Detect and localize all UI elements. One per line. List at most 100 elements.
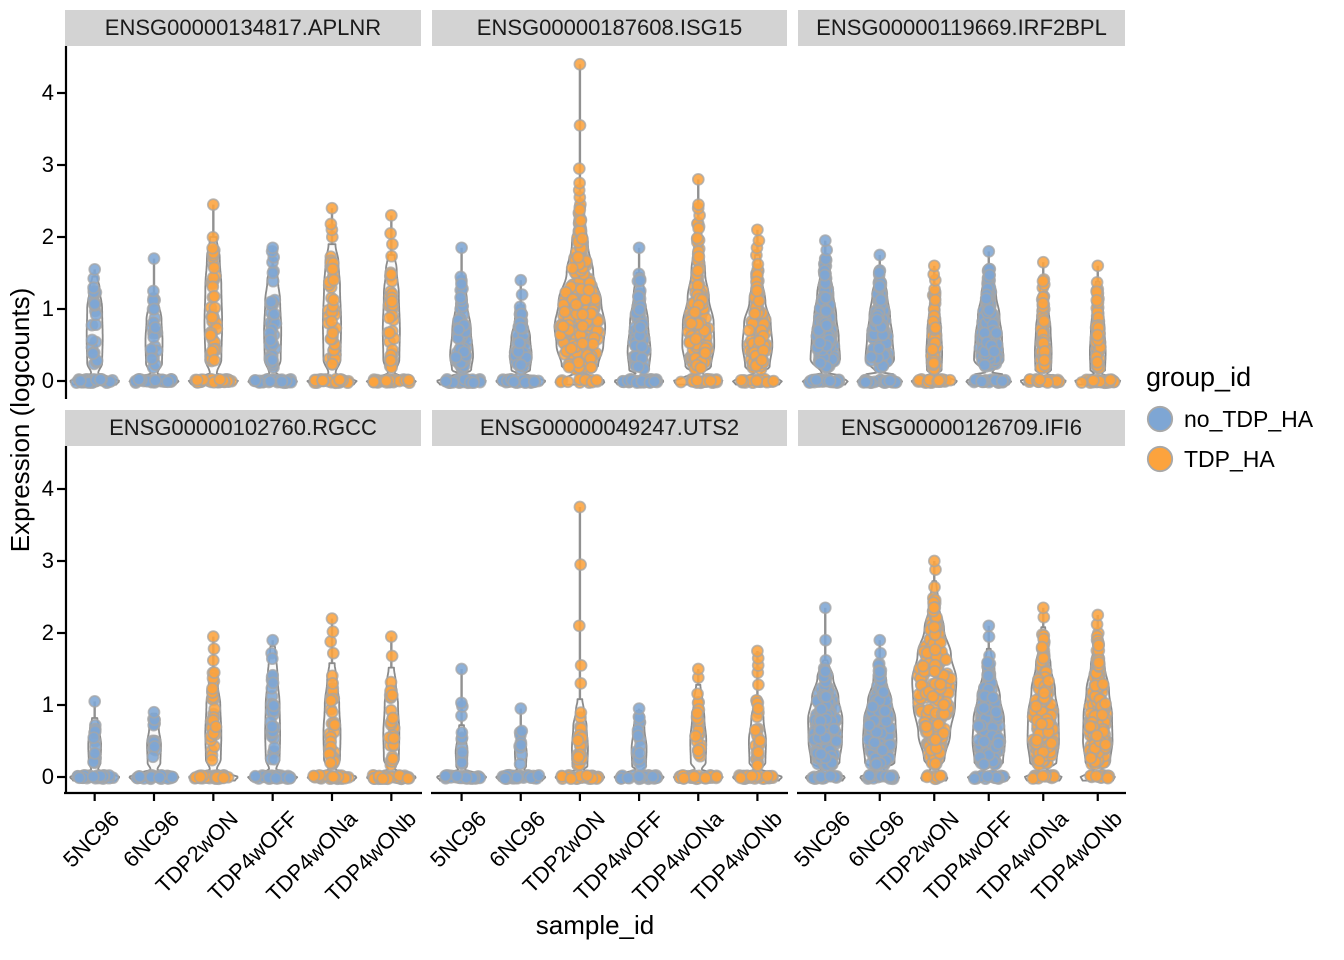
jitter-point (1101, 771, 1115, 785)
jitter-point (929, 733, 942, 747)
jitter-point (87, 281, 100, 295)
jitter-point (327, 293, 341, 307)
jitter-point (819, 664, 832, 678)
jitter-point (450, 769, 464, 783)
jitter-point (1087, 374, 1100, 387)
jitter-point (206, 241, 219, 255)
jitter-point (982, 619, 996, 633)
jitter-point (149, 374, 162, 387)
jitter-point (248, 374, 262, 387)
jitter-point (574, 214, 588, 228)
facet-panel (804, 554, 1116, 786)
jitter-point (863, 769, 876, 782)
jitter-point (819, 690, 833, 704)
jitter-point (927, 620, 941, 634)
jitter-point (455, 277, 468, 291)
jitter-point (1099, 697, 1112, 710)
x-tick-label: 5NC96 (425, 806, 492, 873)
jitter-point (401, 772, 415, 785)
jitter-point (558, 305, 572, 319)
jitter-point (515, 288, 529, 301)
jitter-point (72, 771, 86, 785)
jitter-point (532, 769, 546, 782)
jitter-point (704, 374, 717, 388)
jitter-point (590, 373, 604, 387)
legend: group_id no_TDP_HA TDP_HA (1142, 362, 1342, 473)
jitter-point (265, 652, 279, 666)
jitter-point (927, 601, 941, 615)
jitter-point (572, 162, 586, 175)
jitter-point (927, 259, 941, 273)
facet-title: ENSG00000134817.APLNR (104, 15, 382, 40)
jitter-point (1042, 674, 1055, 688)
legend-swatch-no-tdp-ha (1146, 405, 1174, 433)
jitter-point (760, 769, 774, 783)
jitter-point (379, 374, 393, 388)
jitter-point (207, 290, 221, 303)
jitter-point (689, 332, 703, 346)
jitter-point (385, 688, 399, 702)
jitter-point (823, 374, 837, 388)
jitter-point (455, 241, 468, 255)
jitter-point (264, 333, 277, 347)
y-tick-label: 1 (41, 296, 54, 321)
jitter-point (514, 273, 528, 287)
facet-strip-rgcc: ENSG00000102760.RGCC (65, 410, 421, 446)
jitter-point (992, 737, 1005, 750)
jitter-point (1075, 376, 1089, 389)
facet-panel (436, 500, 783, 786)
jitter-point (967, 772, 981, 785)
jitter-point (384, 268, 398, 281)
jitter-point (691, 264, 705, 277)
jitter-point (1091, 328, 1104, 342)
jitter-point (507, 375, 521, 389)
jitter-point (161, 375, 175, 389)
jitter-point (919, 720, 933, 733)
facet-title: ENSG00000119669.IRF2BPL (816, 15, 1107, 40)
jitter-point (512, 336, 526, 350)
y-tick-label: 3 (41, 548, 54, 573)
jitter-point (382, 311, 396, 325)
facet-title: ENSG00000049247.UTS2 (479, 415, 740, 440)
jitter-point (147, 252, 161, 265)
facet-title: ENSG00000102760.RGCC (109, 415, 377, 440)
jitter-point (1038, 353, 1051, 367)
jitter-point (207, 666, 221, 679)
jitter-point (467, 376, 480, 390)
y-tick-label: 2 (41, 224, 54, 249)
jitter-point (326, 677, 340, 690)
jitter-point (734, 373, 748, 387)
jitter-point (586, 337, 600, 351)
jitter-point (631, 360, 645, 373)
jitter-point (634, 320, 647, 334)
jitter-point (689, 729, 702, 743)
jitter-point (810, 373, 823, 387)
jitter-point (324, 756, 337, 770)
jitter-point (928, 293, 942, 307)
jitter-point (573, 203, 587, 217)
jitter-point (877, 685, 890, 699)
jitter-point (1035, 717, 1048, 731)
jitter-point (325, 201, 339, 215)
jitter-point (326, 625, 340, 638)
jitter-point (987, 345, 1001, 358)
jitter-point (324, 217, 338, 231)
jitter-point (384, 354, 398, 367)
jitter-point (1037, 314, 1051, 328)
jitter-point (515, 724, 529, 738)
jitter-point (1037, 651, 1050, 665)
jitter-point (1083, 720, 1097, 733)
jitter-point (929, 757, 942, 770)
jitter-point (514, 321, 528, 335)
jitter-point (326, 262, 340, 276)
jitter-point (934, 677, 947, 691)
jitter-point (206, 682, 219, 695)
jitter-point (325, 612, 339, 625)
jitter-point (513, 757, 527, 771)
jitter-point (576, 232, 589, 246)
jitter-point (148, 740, 161, 753)
jitter-point (326, 326, 340, 340)
jitter-point (631, 729, 645, 743)
jitter-point (514, 358, 528, 372)
jitter-point (573, 57, 587, 71)
